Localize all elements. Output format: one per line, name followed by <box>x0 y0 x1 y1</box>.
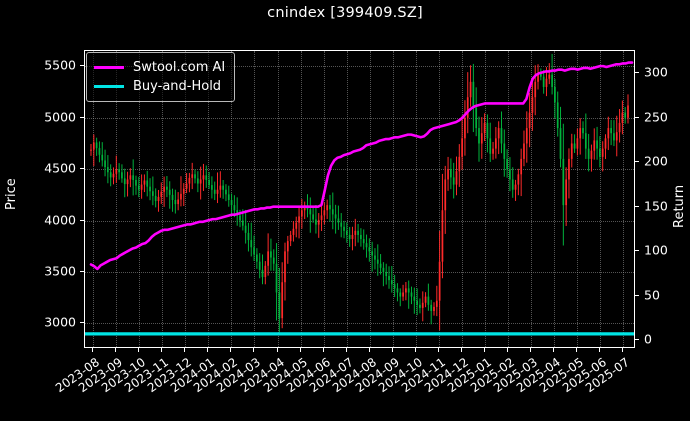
y-tick-left <box>80 219 84 221</box>
legend-swatch-benchmark-icon <box>94 85 124 88</box>
y-tick-left <box>80 270 84 272</box>
x-tick <box>437 348 439 352</box>
y-tick-label-right: 0 <box>644 331 652 347</box>
grid-line-horizontal <box>85 271 634 273</box>
x-tick <box>207 348 209 352</box>
y-tick-left <box>80 116 84 118</box>
y-tick-label-right: 50 <box>644 287 660 303</box>
grid-line-horizontal <box>85 220 634 222</box>
grid-line-vertical <box>415 51 417 347</box>
grid-line-vertical <box>208 51 210 347</box>
grid-line-vertical <box>346 51 348 347</box>
grid-line-vertical <box>531 51 533 347</box>
chart-legend: Swtool.com AI Buy-and-Hold <box>86 52 236 102</box>
x-tick <box>391 348 393 352</box>
grid-line-vertical <box>600 51 602 347</box>
x-tick <box>460 348 462 352</box>
x-tick <box>138 348 140 352</box>
grid-line-horizontal <box>85 323 634 325</box>
grid-line-vertical <box>185 51 187 347</box>
y-tick-right <box>635 72 639 74</box>
grid-line-vertical <box>484 51 486 347</box>
grid-line-vertical <box>554 51 556 347</box>
y-tick-right <box>635 205 639 207</box>
grid-line-vertical <box>392 51 394 347</box>
candlestick-series <box>90 53 629 333</box>
x-tick <box>553 348 555 352</box>
y-tick-right <box>635 294 639 296</box>
y-tick-label-left: 5500 <box>44 57 76 73</box>
grid-line-vertical <box>461 51 463 347</box>
y-tick-left <box>80 65 84 67</box>
x-tick <box>622 348 624 352</box>
grid-line-horizontal <box>85 169 634 171</box>
x-tick <box>92 348 94 352</box>
y-tick-label-right: 200 <box>644 153 668 169</box>
strategy-equity-line <box>89 61 634 271</box>
x-tick <box>230 348 232 352</box>
x-tick <box>368 348 370 352</box>
x-tick <box>276 348 278 352</box>
y-axis-right-title: Return <box>672 184 687 228</box>
legend-label-strategy: Swtool.com AI <box>133 60 226 75</box>
grid-line-vertical <box>577 51 579 347</box>
x-tick <box>599 348 601 352</box>
x-tick <box>253 348 255 352</box>
x-tick <box>345 348 347 352</box>
x-tick <box>414 348 416 352</box>
grid-line-vertical <box>277 51 279 347</box>
x-tick <box>299 348 301 352</box>
x-tick <box>507 348 509 352</box>
y-tick-label-right: 100 <box>644 242 668 258</box>
y-tick-right <box>635 116 639 118</box>
y-tick-label-right: 300 <box>644 64 668 80</box>
y-tick-right <box>635 339 639 341</box>
grid-line-vertical <box>623 51 625 347</box>
y-tick-left <box>80 322 84 324</box>
x-tick <box>322 348 324 352</box>
grid-line-vertical <box>508 51 510 347</box>
y-tick-label-right: 250 <box>644 109 668 125</box>
y-tick-label-left: 5000 <box>44 109 76 125</box>
x-tick <box>576 348 578 352</box>
grid-line-horizontal <box>85 117 634 119</box>
grid-line-vertical <box>93 51 95 347</box>
grid-line-vertical <box>139 51 141 347</box>
y-tick-right <box>635 250 639 252</box>
y-tick-right <box>635 161 639 163</box>
grid-line-vertical <box>116 51 118 347</box>
grid-line-vertical <box>369 51 371 347</box>
y-tick-label-left: 4000 <box>44 212 76 228</box>
grid-line-vertical <box>254 51 256 347</box>
legend-item: Buy-and-Hold <box>94 77 225 96</box>
y-tick-left <box>80 168 84 170</box>
x-tick <box>483 348 485 352</box>
grid-line-vertical <box>438 51 440 347</box>
grid-line-vertical <box>162 51 164 347</box>
plot-area <box>84 50 635 348</box>
y-tick-label-right: 150 <box>644 198 668 214</box>
legend-swatch-strategy-icon <box>94 66 124 69</box>
line-series <box>85 61 634 336</box>
x-tick <box>161 348 163 352</box>
chart-title: cnindex [399409.SZ] <box>267 5 423 21</box>
legend-label-benchmark: Buy-and-Hold <box>133 79 222 94</box>
x-tick <box>184 348 186 352</box>
grid-line-horizontal <box>85 66 634 68</box>
y-tick-label-left: 3500 <box>44 263 76 279</box>
x-tick <box>530 348 532 352</box>
y-tick-label-left: 4500 <box>44 160 76 176</box>
y-axis-left-title: Price <box>4 178 19 210</box>
grid-line-vertical <box>300 51 302 347</box>
y-tick-label-left: 3000 <box>44 314 76 330</box>
legend-item: Swtool.com AI <box>94 58 225 77</box>
x-tick <box>115 348 117 352</box>
